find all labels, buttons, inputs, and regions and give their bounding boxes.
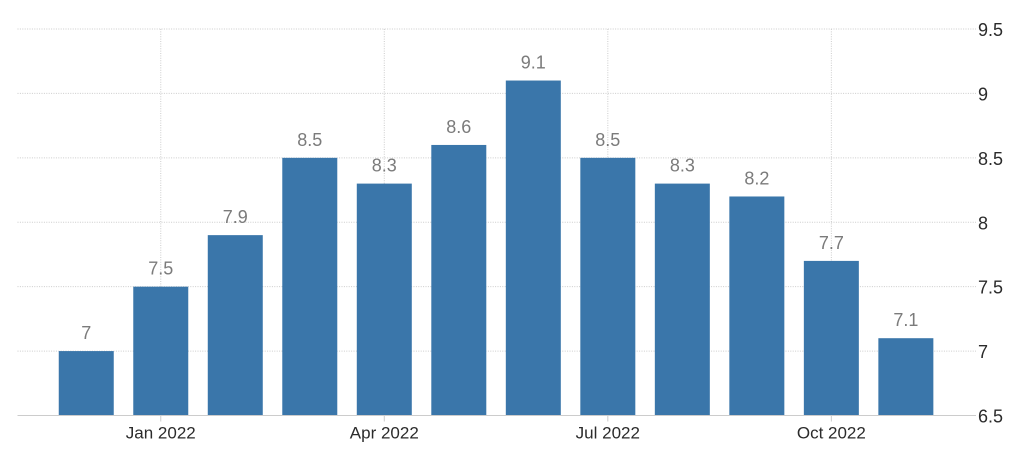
svg-text:7: 7 (978, 342, 988, 362)
svg-text:8.5: 8.5 (297, 130, 322, 150)
svg-text:7.5: 7.5 (148, 259, 173, 279)
svg-text:9.5: 9.5 (978, 20, 1003, 40)
svg-text:Oct 2022: Oct 2022 (797, 424, 866, 443)
svg-text:8.5: 8.5 (978, 149, 1003, 169)
svg-text:Jan 2022: Jan 2022 (126, 424, 196, 443)
svg-text:7.5: 7.5 (978, 278, 1003, 298)
svg-text:7.7: 7.7 (819, 233, 844, 253)
svg-text:8.3: 8.3 (372, 156, 397, 176)
svg-text:8.2: 8.2 (744, 168, 769, 188)
svg-text:9: 9 (978, 84, 988, 104)
svg-text:9.1: 9.1 (521, 53, 546, 73)
svg-text:Jul 2022: Jul 2022 (576, 424, 640, 443)
svg-text:7.9: 7.9 (223, 207, 248, 227)
svg-text:6.5: 6.5 (978, 407, 1003, 427)
svg-text:8.3: 8.3 (670, 156, 695, 176)
svg-text:7: 7 (81, 323, 91, 343)
svg-text:8.6: 8.6 (446, 117, 471, 137)
svg-text:Apr 2022: Apr 2022 (350, 424, 419, 443)
svg-text:8: 8 (978, 213, 988, 233)
svg-text:7.1: 7.1 (893, 310, 918, 330)
svg-text:8.5: 8.5 (595, 130, 620, 150)
